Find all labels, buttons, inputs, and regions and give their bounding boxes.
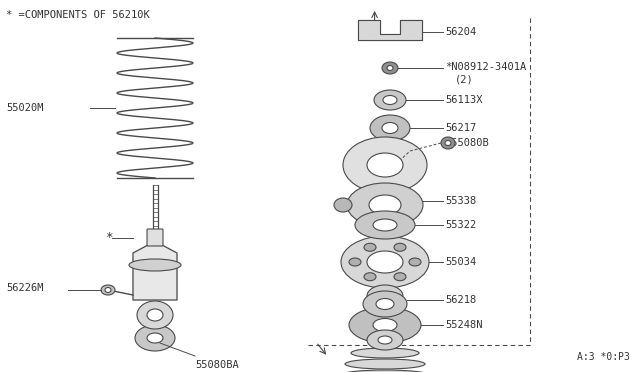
Ellipse shape (382, 62, 398, 74)
Ellipse shape (367, 153, 403, 177)
Ellipse shape (376, 298, 394, 310)
Text: *: * (105, 231, 113, 244)
Ellipse shape (387, 65, 393, 71)
Ellipse shape (378, 336, 392, 344)
Ellipse shape (394, 273, 406, 281)
Ellipse shape (383, 96, 397, 105)
Ellipse shape (394, 243, 406, 251)
Ellipse shape (345, 359, 425, 369)
Ellipse shape (409, 258, 421, 266)
Ellipse shape (355, 211, 415, 239)
Ellipse shape (364, 243, 376, 251)
Ellipse shape (367, 330, 403, 350)
Ellipse shape (334, 198, 352, 212)
Ellipse shape (367, 285, 403, 307)
Ellipse shape (373, 318, 397, 331)
Ellipse shape (349, 258, 361, 266)
Ellipse shape (367, 251, 403, 273)
Ellipse shape (147, 333, 163, 343)
Ellipse shape (382, 122, 398, 134)
Text: *55080B: *55080B (445, 138, 489, 148)
Polygon shape (133, 245, 177, 300)
Ellipse shape (370, 115, 410, 141)
Ellipse shape (137, 301, 173, 329)
Ellipse shape (135, 325, 175, 351)
Text: 55322: 55322 (445, 220, 476, 230)
Ellipse shape (374, 90, 406, 110)
Ellipse shape (105, 288, 111, 292)
Ellipse shape (343, 137, 427, 193)
Text: A:3 *0:P3: A:3 *0:P3 (577, 352, 630, 362)
Text: 56226M: 56226M (6, 283, 44, 293)
Ellipse shape (445, 141, 451, 145)
Ellipse shape (347, 183, 423, 227)
Text: *N08912-3401A: *N08912-3401A (445, 62, 526, 72)
Text: 55080BA: 55080BA (195, 360, 239, 370)
Text: 55034: 55034 (445, 257, 476, 267)
Ellipse shape (129, 259, 181, 271)
Text: 56217: 56217 (445, 123, 476, 133)
Text: 56204: 56204 (445, 27, 476, 37)
Text: 55338: 55338 (445, 196, 476, 206)
Ellipse shape (363, 291, 407, 317)
Text: 56113X: 56113X (445, 95, 483, 105)
Ellipse shape (341, 370, 429, 372)
Text: 55020M: 55020M (6, 103, 44, 113)
Ellipse shape (369, 195, 401, 215)
Text: 55248N: 55248N (445, 320, 483, 330)
Text: (2): (2) (455, 75, 474, 85)
Ellipse shape (341, 236, 429, 288)
Polygon shape (358, 20, 422, 40)
Ellipse shape (349, 307, 421, 343)
Ellipse shape (147, 309, 163, 321)
FancyBboxPatch shape (147, 229, 163, 246)
Text: 56218: 56218 (445, 295, 476, 305)
Ellipse shape (364, 273, 376, 281)
Ellipse shape (441, 137, 455, 149)
Ellipse shape (101, 285, 115, 295)
Ellipse shape (351, 348, 419, 358)
Text: * =COMPONENTS OF 56210K: * =COMPONENTS OF 56210K (6, 10, 150, 20)
Ellipse shape (373, 219, 397, 231)
